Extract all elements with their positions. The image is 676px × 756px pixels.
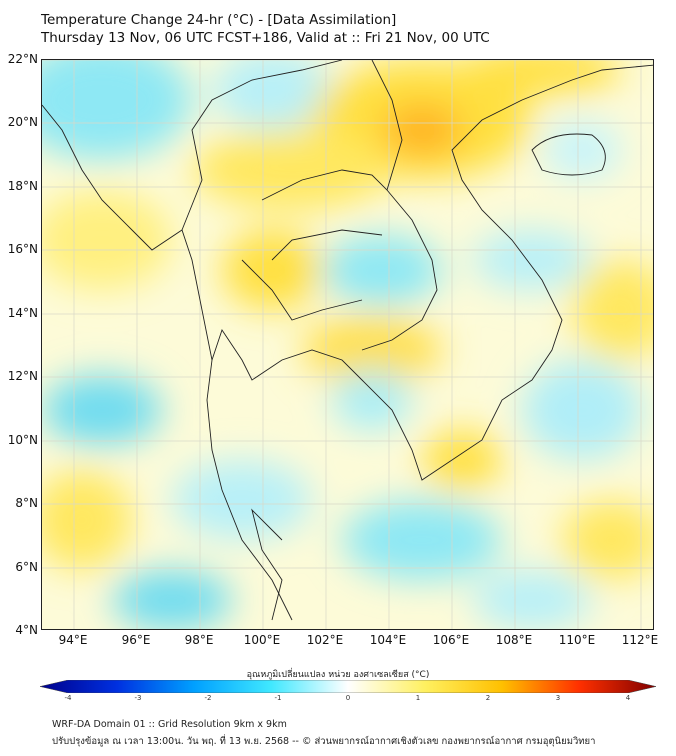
lon-label: 102°E [306, 633, 344, 647]
colorbar-tick: -2 [204, 694, 212, 702]
colorbar-tick: 4 [625, 694, 631, 702]
lat-label: 6°N [15, 560, 38, 574]
lon-label: 112°E [621, 633, 659, 647]
colorbar-tick: -1 [274, 694, 282, 702]
colorbar-tick: -3 [134, 694, 142, 702]
lat-label: 4°N [15, 623, 38, 637]
temperature-field [42, 60, 653, 629]
colorbar-tick: -4 [64, 694, 72, 702]
lon-label: 98°E [184, 633, 214, 647]
colorbar-tick: 1 [415, 694, 421, 702]
lon-label: 108°E [495, 633, 533, 647]
map-title: Temperature Change 24-hr (°C) - [Data As… [41, 12, 397, 28]
colorbar [40, 680, 656, 693]
colorbar-tick: 0 [345, 694, 351, 702]
colorbar-label: อุณหภูมิเปลี่ยนแปลง หน่วย องศาเซลเซียส (… [246, 670, 430, 680]
colorbar-tick: 3 [555, 694, 561, 702]
lat-label: 14°N [7, 306, 38, 320]
graticule [42, 60, 653, 629]
lon-label: 96°E [121, 633, 151, 647]
lat-label: 22°N [7, 52, 38, 66]
lat-label: 12°N [7, 369, 38, 383]
colorbar-gradient [40, 680, 656, 693]
footer-credit: ปรับปรุงข้อมูล ณ เวลา 13:00น. วัน พฤ. ที… [52, 736, 596, 747]
footer-model-info: WRF-DA Domain 01 :: Grid Resolution 9km … [52, 719, 287, 730]
lat-label: 18°N [7, 179, 38, 193]
lon-label: 100°E [243, 633, 281, 647]
map-canvas [42, 60, 653, 629]
lat-label: 8°N [15, 496, 38, 510]
colorbar-tick: 2 [485, 694, 491, 702]
lat-label: 20°N [7, 115, 38, 129]
lon-label: 94°E [58, 633, 88, 647]
lon-label: 104°E [369, 633, 407, 647]
lon-label: 110°E [558, 633, 596, 647]
lon-label: 106°E [432, 633, 470, 647]
temperature-change-map [41, 59, 654, 630]
lat-label: 16°N [7, 242, 38, 256]
map-subtitle: Thursday 13 Nov, 06 UTC FCST+186, Valid … [41, 30, 490, 46]
lat-label: 10°N [7, 433, 38, 447]
coastlines-borders [42, 60, 653, 621]
